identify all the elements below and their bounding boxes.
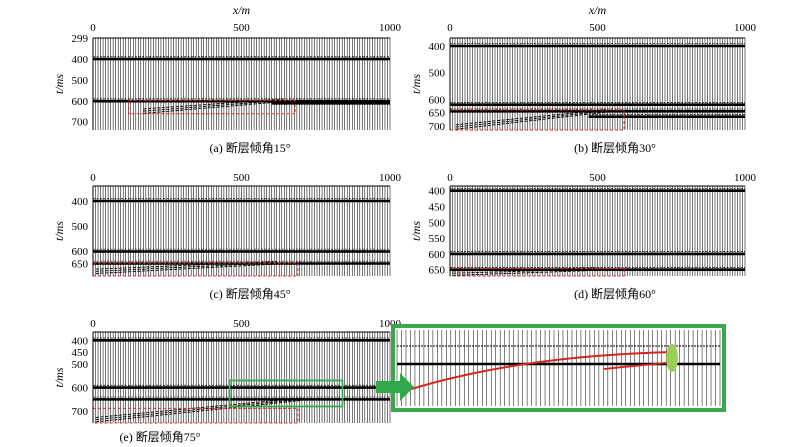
dipping-event-wavelet	[452, 269, 598, 276]
y-tick-label: 600	[429, 94, 446, 106]
panel-a: 0 500 1000 x/m 299 400 500 600 700 t/ms	[52, 3, 402, 130]
x-tick-label: 500	[233, 22, 250, 34]
dipping-event-wavelet	[455, 109, 607, 126]
panel-caption: (b) 断层倾角30°	[574, 140, 656, 155]
x-axis-label: x/m	[232, 3, 251, 17]
x-tick-label: 0	[90, 22, 96, 34]
dipping-event-wavelet	[455, 111, 607, 130]
y-tick-label: 650	[429, 265, 446, 277]
traces	[92, 332, 391, 423]
panels: 0 500 1000 x/m 299 400 500 600 700 t/ms 0 500 1000 x/…	[52, 3, 757, 424]
x-tick-label: 0	[447, 22, 453, 34]
panel-d: 0 500 1000 400 450 500 550 600 650 t/ms	[409, 172, 757, 277]
y-tick-label: 700	[72, 406, 89, 418]
x-axis-label: x/m	[588, 3, 607, 17]
dipping-event	[452, 267, 598, 276]
dipping-event	[95, 261, 278, 274]
y-tick-label: 700	[429, 121, 446, 133]
dipping-event-wavelet	[143, 101, 284, 114]
y-tick-label: 500	[72, 221, 89, 233]
zoom-box	[228, 379, 344, 408]
y-tick-label: 700	[72, 117, 89, 129]
traces	[449, 186, 746, 276]
y-axis-label: t/ms	[409, 221, 423, 241]
traces	[92, 38, 391, 130]
y-tick-label: 600	[72, 96, 89, 108]
highlight-box	[449, 109, 625, 131]
y-axis-label: t/ms	[409, 74, 423, 94]
dipping-event-wavelet	[95, 263, 278, 274]
dipping-event-wavelet	[95, 398, 301, 421]
y-axis-label: t/ms	[52, 367, 66, 387]
y-tick-label: 600	[72, 383, 89, 395]
x-tick-label: 0	[90, 318, 96, 330]
dipping-event-wavelet	[95, 397, 301, 418]
zoom-arrow	[376, 373, 414, 401]
x-tick-label: 500	[589, 22, 606, 34]
y-tick-label: 600	[72, 246, 89, 258]
x-tick-label: 0	[447, 172, 453, 184]
panel-caption: (d) 断层倾角60°	[574, 286, 656, 301]
x-tick-label: 500	[589, 172, 606, 184]
dipping-event	[95, 397, 301, 423]
y-tick-label: 500	[429, 68, 446, 80]
inset-fault-curve-lower	[603, 361, 673, 370]
x-tick-label: 1000	[734, 172, 757, 184]
y-axis-label: t/ms	[52, 74, 66, 94]
y-tick-label: 550	[429, 233, 446, 245]
y-tick-label: 650	[72, 259, 89, 271]
dipping-event-wavelet	[143, 99, 284, 112]
dipping-event-wavelet	[95, 261, 278, 270]
panel-caption: (c) 断层倾角45°	[209, 286, 290, 301]
y-tick-label: 400	[72, 54, 89, 66]
y-axis-label: t/ms	[52, 221, 66, 241]
inset-traces	[396, 330, 721, 406]
y-tick-label: 500	[72, 75, 89, 87]
dipping-event	[455, 109, 607, 130]
x-tick-label: 1000	[734, 22, 757, 34]
highlight-box	[92, 262, 299, 277]
highlight-box	[128, 99, 296, 115]
x-tick-label: 0	[90, 172, 96, 184]
zoom-inset	[376, 324, 726, 412]
y-tick-label: 650	[429, 108, 446, 120]
y-tick-label: 400	[72, 196, 89, 208]
y-tick-label: 400	[72, 335, 89, 347]
panel-caption: (e) 断层倾角75°	[119, 429, 200, 444]
y-tick-label: 400	[429, 186, 446, 198]
y-tick-label: 500	[429, 217, 446, 229]
x-tick-label: 1000	[379, 172, 402, 184]
inset-marker	[666, 344, 678, 372]
y-tick-label: 600	[429, 249, 446, 261]
captions: (a) 断层倾角15° (b) 断层倾角30° (c) 断层倾角45° (d) 断层倾…	[119, 140, 656, 444]
dipping-event-wavelet	[95, 262, 278, 272]
x-tick-label: 500	[233, 318, 250, 330]
highlight-box	[92, 407, 299, 424]
dipping-event-wavelet	[455, 110, 607, 128]
x-tick-label: 1000	[379, 22, 402, 34]
y-tick-label: 299	[72, 33, 89, 45]
highlight-box	[449, 267, 625, 277]
dipping-event-wavelet	[452, 268, 598, 274]
y-tick-label: 500	[72, 359, 89, 371]
y-tick-label: 400	[429, 41, 446, 53]
inset-fault-curve-upper	[401, 351, 673, 393]
panel-caption: (a) 断层倾角15°	[209, 140, 290, 155]
x-tick-label: 500	[233, 172, 250, 184]
dipping-event-wavelet	[452, 267, 598, 272]
y-tick-label: 450	[429, 202, 446, 214]
dipping-event-wavelet	[95, 400, 301, 423]
y-tick-label: 450	[72, 347, 89, 359]
